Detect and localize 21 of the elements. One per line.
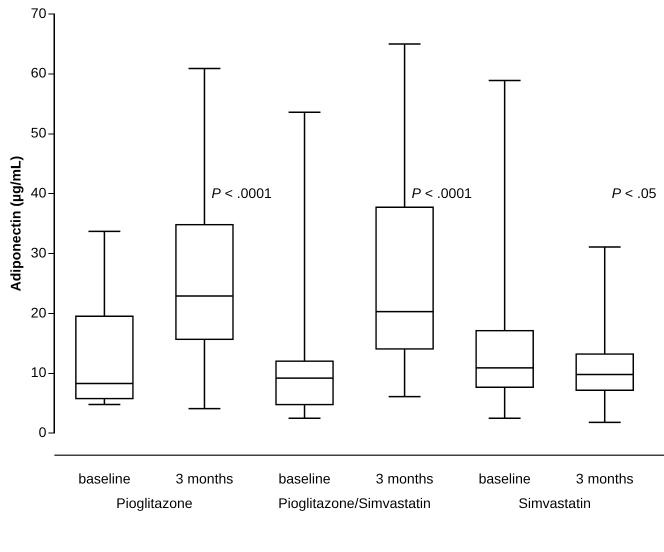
x-tick-label: baseline	[278, 470, 331, 486]
y-tick-label: 10	[30, 364, 47, 380]
text: Simvastatin	[518, 495, 591, 512]
x-tick-label: baseline	[78, 470, 131, 486]
annotation: P < .0001	[211, 185, 272, 202]
x-tick-label: 3 months	[576, 470, 634, 486]
y-tick-label: 50	[30, 124, 47, 141]
y-tick-label: 0	[38, 424, 47, 440]
x-tick-label: 3 months	[376, 470, 434, 486]
y-tick-label: 70	[30, 4, 47, 21]
x-tick-label: baseline	[478, 470, 531, 486]
annotation: P < .0001	[412, 185, 472, 202]
y-tick-label: 20	[30, 304, 47, 320]
text: Pioglitazone/Simvastatin	[278, 495, 431, 512]
y-tick-label: 40	[30, 184, 47, 201]
y-tick-label: 30	[30, 244, 47, 260]
y-tick-label: 60	[30, 64, 47, 81]
x-tick-label: 3 months	[176, 470, 234, 486]
y-axis-title: Adiponectin (µg/mL)	[7, 156, 24, 292]
annotation: P < .05	[612, 185, 657, 202]
text: Pioglitazone	[116, 495, 193, 512]
